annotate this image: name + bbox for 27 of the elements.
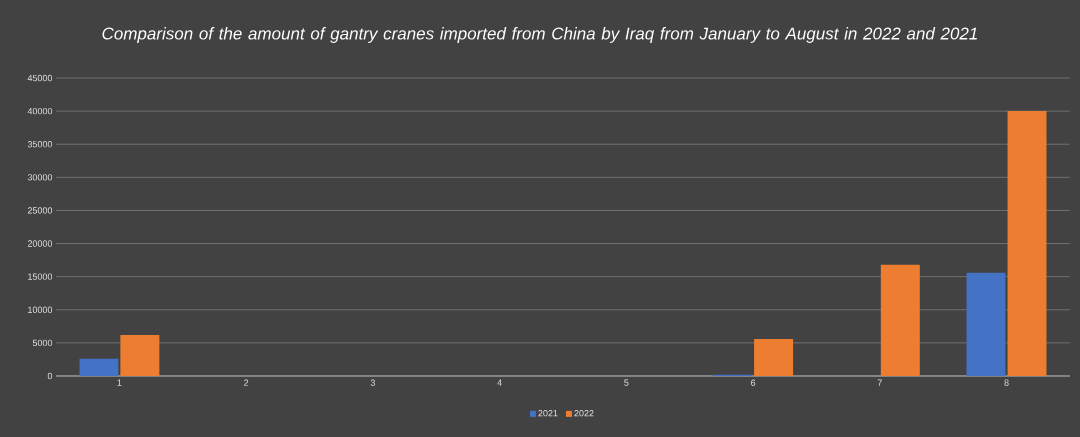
- x-tick-label: 4: [497, 379, 502, 386]
- x-tick-label: 3: [370, 379, 375, 386]
- y-tick-label: 40000: [27, 107, 53, 115]
- legend-label: 2021: [538, 410, 558, 417]
- y-tick-label: 30000: [27, 174, 53, 181]
- y-tick-label: 10000: [28, 306, 53, 313]
- bar: [120, 334, 160, 376]
- x-tick-label: 6: [751, 379, 756, 386]
- x-tick-label: 5: [624, 379, 629, 386]
- bar: [754, 338, 794, 376]
- y-tick-label: 25000: [27, 207, 53, 214]
- bar: [1007, 111, 1047, 376]
- y-tick-label: 45000: [27, 74, 53, 82]
- x-tick-label: 8: [1004, 379, 1009, 386]
- legend-label: 2022: [574, 410, 594, 417]
- y-tick-label: 20000: [27, 240, 53, 247]
- bar: [79, 358, 119, 376]
- y-tick-label: 5000: [32, 339, 53, 347]
- y-tick-label: 35000: [27, 141, 53, 148]
- bar: [966, 272, 1006, 376]
- y-tick-label: 15000: [28, 273, 53, 280]
- chart-title: Comparison of the amount of gantry cranes imported from China by Iraq from January to August in 2022 and 2021: [102, 27, 977, 43]
- x-tick-label: 7: [877, 379, 882, 386]
- x-tick-label: 1: [117, 379, 122, 386]
- bar: [880, 264, 920, 376]
- y-tick-label: 0: [47, 372, 53, 380]
- x-tick-label: 2: [244, 379, 249, 386]
